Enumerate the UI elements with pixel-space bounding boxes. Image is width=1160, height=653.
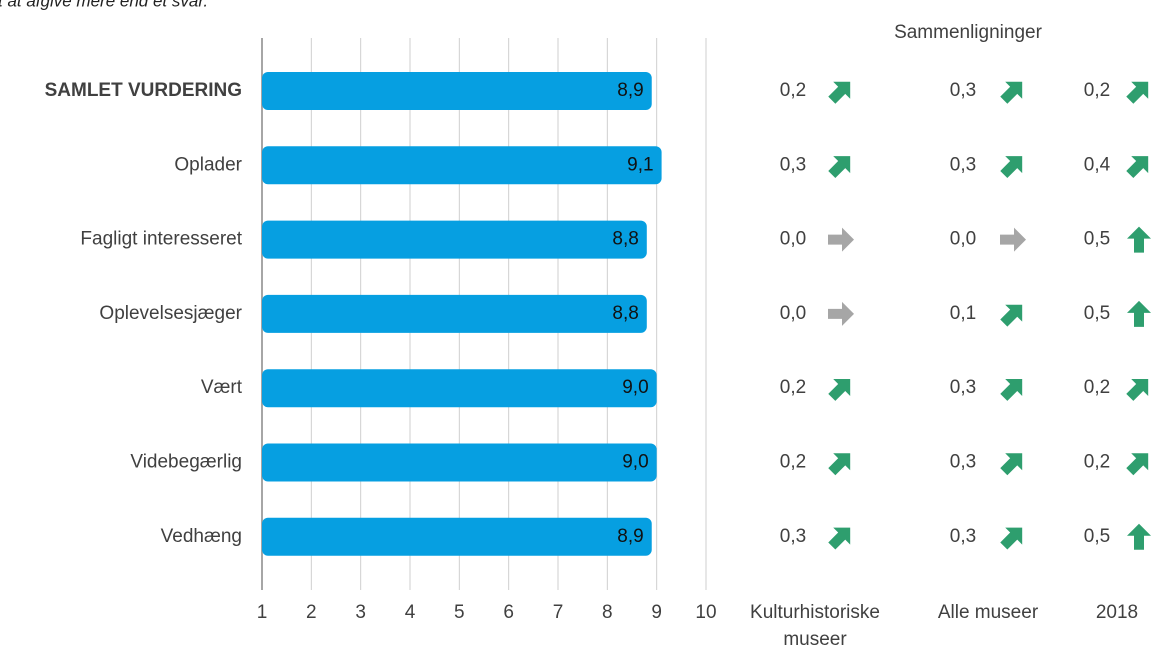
trend-arrow bbox=[1127, 300, 1151, 327]
bar bbox=[262, 294, 647, 333]
trend-arrow bbox=[1126, 453, 1149, 476]
bar bbox=[262, 72, 652, 110]
trend-arrow bbox=[1000, 227, 1026, 252]
comparison-header: 2018 bbox=[1095, 602, 1139, 623]
comparison-value: 0,3 bbox=[950, 526, 976, 547]
comparison-value: 0,2 bbox=[1084, 80, 1110, 101]
trend-arrow bbox=[1126, 81, 1149, 104]
trend-arrow bbox=[1126, 379, 1149, 401]
value-label: 9,1 bbox=[627, 154, 653, 175]
trend-arrow bbox=[1000, 304, 1023, 327]
x-tick-label: 4 bbox=[405, 602, 416, 623]
category-label: Vært bbox=[201, 377, 243, 398]
trend-arrow bbox=[1000, 81, 1023, 104]
trend-arrow bbox=[1127, 226, 1151, 253]
category-label: Videbegærlig bbox=[130, 452, 242, 473]
comparison-header: Kulturhistoriske museer bbox=[750, 602, 880, 650]
category-label: Fagligt interesseret bbox=[80, 229, 242, 250]
subtitle: t at afgive mere end ét svar. bbox=[0, 0, 208, 10]
comparison-value: 0,1 bbox=[950, 303, 976, 324]
trend-arrow bbox=[828, 379, 851, 401]
comparison-value: 0,3 bbox=[950, 377, 976, 398]
x-tick-label: 10 bbox=[695, 602, 716, 623]
trend-arrow bbox=[1000, 156, 1023, 179]
x-tick-label: 9 bbox=[651, 602, 662, 623]
comparison-value: 0,2 bbox=[780, 80, 806, 101]
comparison-value: 0,0 bbox=[950, 229, 976, 250]
comparison-value: 0,5 bbox=[1084, 303, 1110, 324]
comparison-value: 0,2 bbox=[780, 377, 806, 398]
bar bbox=[262, 220, 647, 259]
value-label: 9,0 bbox=[622, 452, 648, 473]
comparison-value: 0,3 bbox=[950, 154, 976, 175]
x-tick-label: 6 bbox=[503, 602, 514, 623]
x-tick-label: 3 bbox=[355, 602, 366, 623]
trend-arrow bbox=[828, 81, 851, 104]
value-label: 9,0 bbox=[622, 377, 648, 398]
trend-arrow bbox=[828, 453, 851, 476]
trend-arrow bbox=[1127, 523, 1151, 550]
trend-arrow bbox=[1000, 379, 1023, 401]
trend-arrow bbox=[1000, 527, 1023, 550]
bar bbox=[262, 146, 662, 185]
category-label: Oplevelsesjæger bbox=[99, 303, 242, 324]
comparison-value: 0,3 bbox=[950, 452, 976, 473]
comparison-value: 0,3 bbox=[780, 154, 806, 175]
value-label: 8,9 bbox=[617, 80, 643, 101]
category-label: Vedhæng bbox=[161, 526, 242, 547]
x-tick-label: 5 bbox=[454, 602, 465, 623]
comparison-value: 0,4 bbox=[1084, 154, 1111, 175]
trend-arrow bbox=[828, 527, 851, 550]
trend-arrow bbox=[828, 227, 854, 252]
comparison-value: 0,2 bbox=[1084, 377, 1110, 398]
x-tick-label: 7 bbox=[553, 602, 564, 623]
comparison-value: 0,3 bbox=[780, 526, 806, 547]
bar bbox=[262, 369, 657, 408]
comparison-value: 0,3 bbox=[950, 80, 976, 101]
trend-arrow bbox=[1000, 453, 1023, 476]
comparison-value: 0,0 bbox=[780, 229, 806, 250]
trend-arrow bbox=[828, 301, 854, 326]
trend-arrow bbox=[828, 156, 851, 179]
comparison-title: Sammenligninger bbox=[894, 22, 1043, 43]
bar bbox=[262, 443, 657, 482]
value-label: 8,9 bbox=[617, 526, 643, 547]
value-label: 8,8 bbox=[612, 229, 638, 250]
value-label: 8,8 bbox=[612, 303, 638, 324]
comparison-value: 0,2 bbox=[780, 452, 806, 473]
comparison-value: 0,5 bbox=[1084, 229, 1110, 250]
bar bbox=[262, 517, 652, 556]
x-tick-label: 1 bbox=[257, 602, 268, 623]
comparison-header: Alle museer bbox=[937, 602, 1039, 623]
category-label: Oplader bbox=[174, 154, 242, 175]
x-tick-label: 2 bbox=[306, 602, 317, 623]
trend-arrow bbox=[1126, 156, 1149, 179]
comparison-value: 0,5 bbox=[1084, 526, 1110, 547]
category-label: SAMLET VURDERING bbox=[45, 80, 242, 101]
x-tick-label: 8 bbox=[602, 602, 613, 623]
comparison-value: 0,2 bbox=[1084, 452, 1110, 473]
comparison-value: 0,0 bbox=[780, 303, 806, 324]
